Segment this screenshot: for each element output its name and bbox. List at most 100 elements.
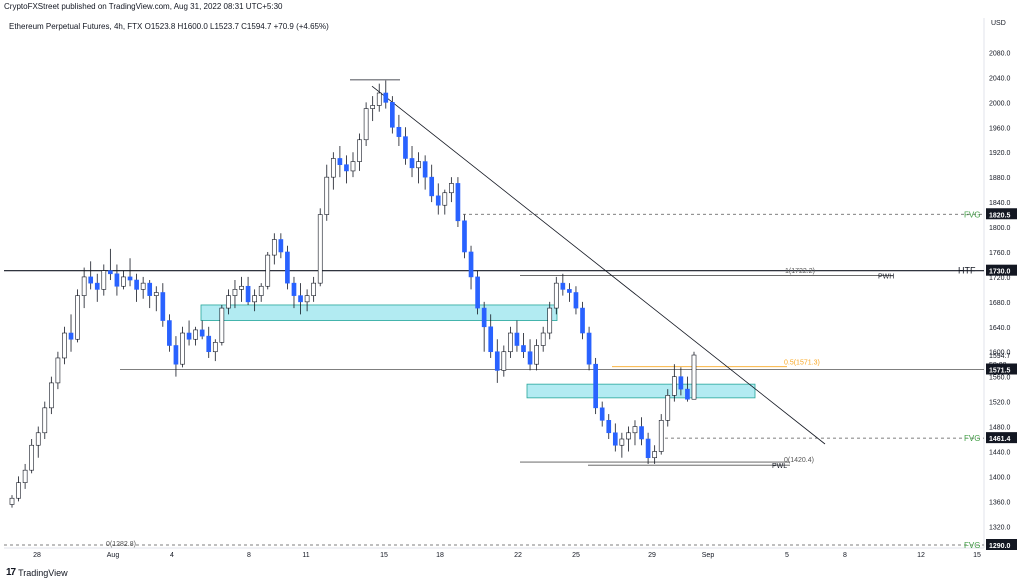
candle-down <box>567 289 572 293</box>
candle-down <box>475 276 480 309</box>
y-tick-label: 2000.0 <box>989 100 1011 107</box>
candle-up <box>652 451 657 459</box>
tradingview-logo-icon: 17 <box>6 567 16 578</box>
tradingview-brand: TradingView <box>18 567 68 578</box>
price-tag-fvg-top: 1820.5 <box>989 212 1011 219</box>
candle-up <box>619 438 625 446</box>
candle-up <box>232 289 238 296</box>
candle-up <box>508 332 513 353</box>
candle-down <box>429 176 435 197</box>
candle-down <box>527 351 533 365</box>
price-tag-fvg-mid-bg <box>986 432 1017 444</box>
candle-down <box>206 335 212 353</box>
price-tag-fvg-bottom: 1290.0 <box>989 543 1011 550</box>
candle-up <box>219 307 225 343</box>
y-tick-label: 1840.0 <box>989 200 1011 207</box>
candle-down <box>285 251 290 284</box>
candle-up <box>311 282 316 296</box>
candle-down <box>468 251 474 278</box>
candle-up <box>534 345 539 365</box>
candle-down <box>455 183 461 222</box>
y-tick-label: 1360.0 <box>989 499 1011 506</box>
fib-0-label: 0(1420.4) <box>784 457 814 464</box>
candle-down <box>606 420 612 434</box>
candle-down <box>409 158 415 169</box>
fvg-label-top: FVG <box>964 210 980 219</box>
candle-up <box>81 276 87 296</box>
candle-down <box>199 329 205 337</box>
y-tick-label: 1920.0 <box>989 150 1011 157</box>
candle-down <box>344 164 349 172</box>
fib-0-low-label: 0(1282.8) <box>106 541 136 548</box>
candle-up <box>62 332 67 359</box>
x-tick-label: Sep <box>702 552 715 559</box>
candle-down <box>390 102 395 128</box>
chart-grid <box>4 18 985 549</box>
y-axis: 2080.0 2040.0 2000.0 1960.0 1920.0 1880.0 1840… <box>989 50 1011 531</box>
candle-down <box>494 351 500 371</box>
candle-up <box>547 307 553 334</box>
candle-down <box>291 282 297 296</box>
candle-down <box>173 345 179 365</box>
candle-up <box>9 497 15 505</box>
candle-up <box>350 161 356 172</box>
candle-down <box>134 279 139 290</box>
candle-up <box>357 139 362 162</box>
x-tick-label: 4 <box>170 552 174 559</box>
candle-down <box>599 407 605 421</box>
candle-down <box>488 326 494 353</box>
candle-down <box>108 270 113 275</box>
y-tick-label: 1720.0 <box>989 275 1011 282</box>
candle-up <box>271 239 277 256</box>
y-tick-label: 1960.0 <box>989 125 1011 132</box>
candle-down <box>68 332 74 340</box>
candle-down <box>403 136 408 159</box>
candle-down <box>580 307 585 334</box>
price-tag-level-mid: 1571.5 <box>989 367 1011 374</box>
candle-up <box>691 354 697 400</box>
candle-up <box>153 292 159 296</box>
candle-up <box>304 295 310 303</box>
candle-up <box>42 407 48 434</box>
candle-up <box>553 282 559 309</box>
x-tick-label: 5 <box>785 552 789 559</box>
candle-up <box>370 105 376 109</box>
x-tick-label: 12 <box>917 552 925 559</box>
x-tick-label: 8 <box>247 552 251 559</box>
candle-down <box>593 363 598 409</box>
candle-up <box>140 282 146 290</box>
trendline <box>371 85 826 445</box>
candle-up <box>265 254 271 287</box>
x-tick-label: 25 <box>572 552 580 559</box>
y-tick-label: 1320.0 <box>989 524 1011 531</box>
tradingview-footer[interactable]: 17 TradingView <box>6 567 68 578</box>
candle-up <box>29 444 35 471</box>
price-tag-level-mid-bg <box>986 363 1017 375</box>
y-tick-label: 1760.0 <box>989 250 1011 257</box>
htf-label: HTF <box>958 266 976 276</box>
symbol-legend: Ethereum Perpetual Futures, 4h, FTX O152… <box>9 22 329 31</box>
candle-up <box>226 295 231 309</box>
candle-down <box>645 438 651 459</box>
y-tick-label: 2040.0 <box>989 75 1011 82</box>
fvg-label-mid: FVG <box>964 434 980 443</box>
candle-up <box>317 214 323 284</box>
candle-down <box>612 432 618 446</box>
candle-up <box>22 469 28 483</box>
candle-down <box>514 332 520 346</box>
publish-info: CryptoFXStreet published on TradingView.… <box>4 2 283 11</box>
x-tick-label: 11 <box>302 552 309 559</box>
candle-up <box>16 482 21 499</box>
zones <box>200 304 756 399</box>
price-tag-fvg-top-bg <box>986 208 1017 220</box>
y-tick-label: 2080.0 <box>989 50 1011 57</box>
demand-zone-lower <box>526 383 756 399</box>
candle-up <box>671 376 677 396</box>
candle-down <box>435 195 441 206</box>
candle-down <box>94 282 100 290</box>
candle-down <box>639 426 644 440</box>
y-tick-label: 1480.0 <box>989 425 1011 432</box>
x-tick-label: 22 <box>514 552 522 559</box>
y-tick-label: 1520.0 <box>989 400 1011 407</box>
